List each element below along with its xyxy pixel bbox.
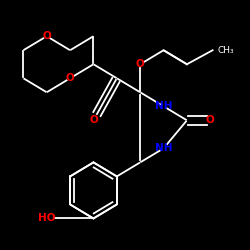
Text: NH: NH: [155, 101, 172, 111]
Text: O: O: [42, 31, 51, 41]
Text: NH: NH: [155, 143, 172, 153]
Text: HO: HO: [38, 214, 56, 224]
Text: O: O: [206, 115, 215, 125]
Text: CH₃: CH₃: [217, 46, 234, 55]
Text: O: O: [89, 115, 98, 125]
Text: O: O: [66, 73, 74, 83]
Text: O: O: [136, 59, 144, 69]
